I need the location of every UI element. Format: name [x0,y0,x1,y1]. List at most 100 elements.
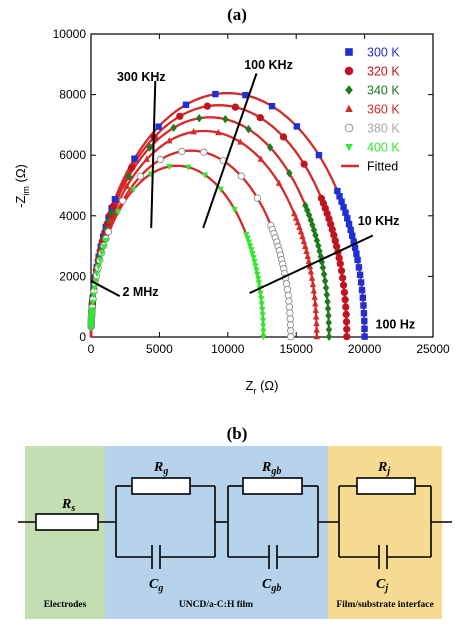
data-point [359,294,367,301]
data-point [90,292,97,299]
data-point [284,291,292,299]
data-point [260,328,267,336]
data-point [313,319,320,327]
data-point [125,172,133,181]
data-point [104,228,113,236]
data-point [231,103,240,111]
annotation-line [150,80,157,228]
legend-label: 340 K [367,84,400,98]
data-point [91,285,98,292]
x-tick-label: 20000 [348,342,382,356]
data-point [212,90,219,98]
data-point [322,283,330,293]
data-point [306,262,314,270]
data-point [354,256,361,264]
label-cj: Cj [376,577,388,594]
legend-label-fitted: Fitted [367,160,398,174]
data-point [305,257,313,265]
data-point [178,147,186,156]
data-point [242,91,249,99]
data-point [286,321,295,329]
data-point [313,332,320,340]
data-point [324,297,331,306]
data-point [342,318,351,326]
impedance-chart: 0 5000 10000 15000 20000 25000 0 2000 4000 6000 80… [13,27,450,396]
data-point [275,179,283,186]
y-tick-label: 2000 [59,269,86,283]
label-cgb: Cgb [262,577,281,594]
data-point [361,333,368,340]
data-point [237,172,245,180]
data-point [260,334,267,341]
data-point [304,252,311,260]
fitted-curve [89,91,366,338]
data-point [325,325,333,334]
data-point [89,299,96,307]
frequency-annotations: 300 KHz 100 KHz 10 KHz 2 MHz 100 Hz [90,58,415,332]
data-point [345,143,353,152]
axis-ticks: 0 5000 10000 15000 20000 25000 0 2000 4000 6000 80… [53,27,450,356]
data-point [136,172,144,180]
data-point [334,187,341,195]
data-point [196,114,203,123]
data-point [325,318,332,327]
data-point [123,182,131,189]
data-point [336,260,344,268]
data-point [350,238,357,245]
data-point [176,112,184,120]
data-point [254,276,262,283]
data-point [185,164,192,172]
data-point [259,317,267,325]
data-point [351,244,359,251]
data-point [248,247,255,254]
data-point [339,281,348,289]
data-point [255,280,263,287]
circuit-wires [18,485,452,569]
data-point [250,255,257,262]
data-point [344,123,354,133]
annotation-line [202,73,258,229]
data-point [349,232,356,239]
frequency-label: 300 KHz [117,70,166,84]
data-point [325,311,332,320]
resistor-rs [35,513,99,531]
data-point [355,264,363,271]
y-tick-label: 8000 [59,88,86,102]
legend-label: 380 K [367,122,400,136]
data-point [285,297,293,305]
data-point [237,138,244,145]
data-point [344,66,354,76]
data-point [245,124,252,134]
data-point [315,151,323,159]
data-point [222,114,229,124]
data-point [360,302,367,309]
data-point [345,85,353,95]
data-point [215,128,222,136]
data-point [111,196,119,203]
data-point [146,143,153,152]
y-tick-label: 6000 [59,148,86,162]
label-rs: Rs [61,497,75,514]
data-point [312,306,319,313]
panel-a-label: (a) [227,5,247,24]
label-cg: Cg [149,577,163,594]
x-tick-label: 15000 [280,342,314,356]
data-point [300,237,308,245]
data-point [268,102,276,110]
data-point [299,232,306,240]
legend-label: 360 K [367,103,400,117]
legend: 300 K 320 K 340 K 360 K 380 K 400 K Fitted [341,46,400,174]
data-point [302,242,309,250]
data-point [337,267,346,275]
data-point [338,274,347,282]
data-point [217,186,224,194]
data-point [130,186,137,194]
label-rg: Rg [153,460,168,477]
data-point [335,254,343,262]
data-point [257,290,264,298]
data-point [143,155,150,162]
region-label-interface: Film/substrate interface [336,600,433,610]
data-point [342,310,350,319]
data-point [246,243,254,250]
